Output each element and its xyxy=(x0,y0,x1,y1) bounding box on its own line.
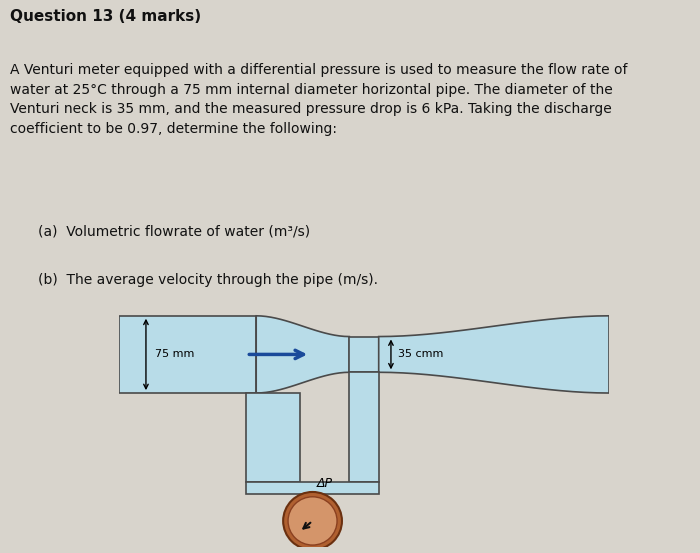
Text: 35 cmm: 35 cmm xyxy=(398,349,444,359)
Text: 75 mm: 75 mm xyxy=(155,349,194,359)
Polygon shape xyxy=(256,316,349,393)
Text: (b)  The average velocity through the pipe (m/s).: (b) The average velocity through the pip… xyxy=(38,273,379,287)
Polygon shape xyxy=(379,316,609,393)
Circle shape xyxy=(288,497,337,545)
Polygon shape xyxy=(119,316,256,393)
Text: (a)  Volumetric flowrate of water (m³/s): (a) Volumetric flowrate of water (m³/s) xyxy=(38,225,311,238)
Text: A Venturi meter equipped with a differential pressure is used to measure the flo: A Venturi meter equipped with a differen… xyxy=(10,63,627,136)
Polygon shape xyxy=(349,337,379,372)
Text: ΔP: ΔP xyxy=(316,477,332,489)
Text: Question 13 (4 marks): Question 13 (4 marks) xyxy=(10,9,201,24)
Polygon shape xyxy=(349,372,379,482)
Circle shape xyxy=(283,492,342,550)
Polygon shape xyxy=(246,482,379,494)
Polygon shape xyxy=(246,393,300,482)
